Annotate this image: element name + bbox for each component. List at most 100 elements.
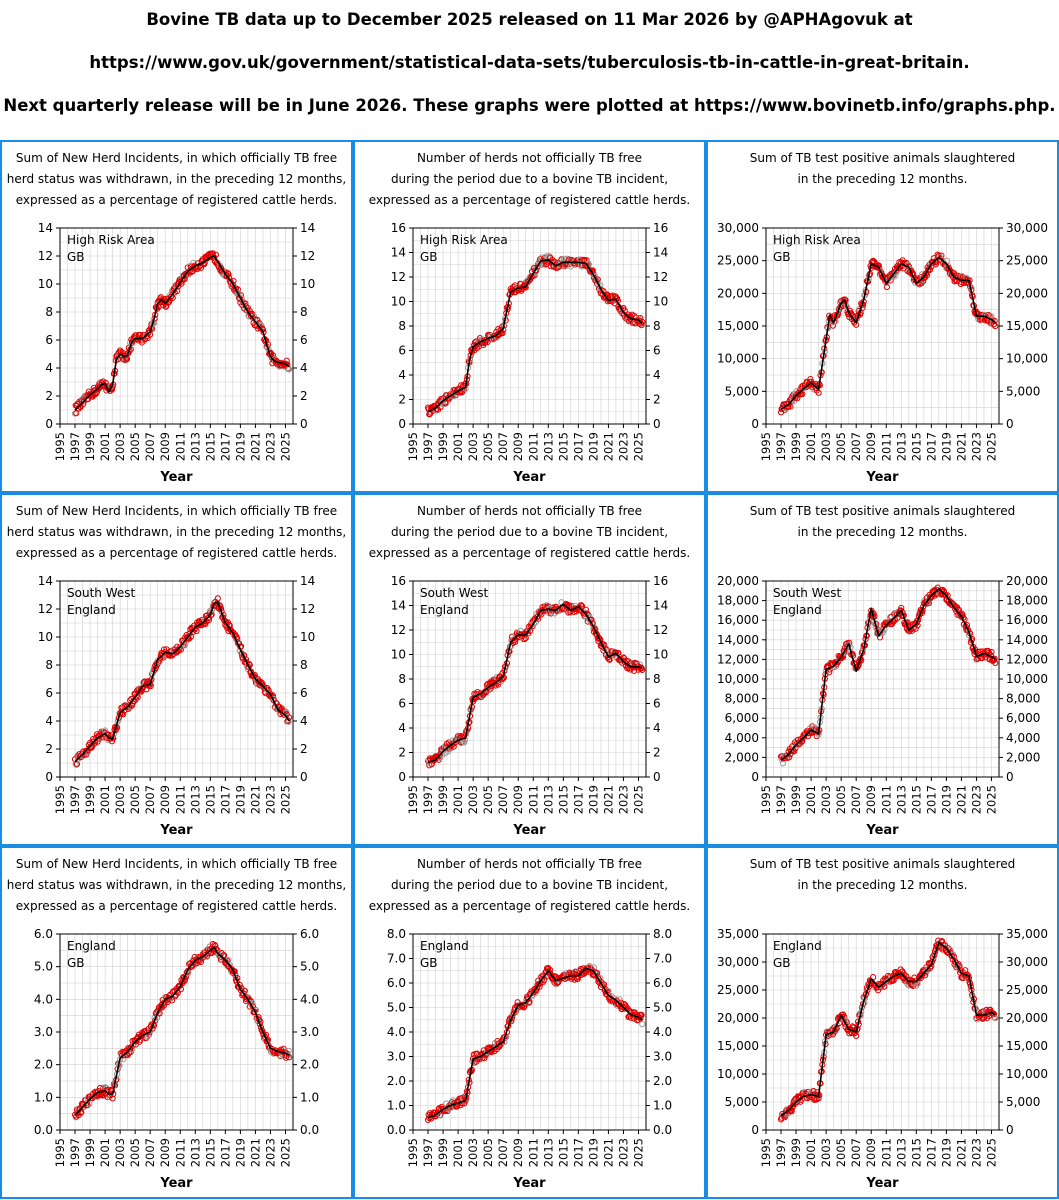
data-point	[637, 1015, 644, 1022]
region-label: South West	[67, 586, 135, 600]
x-tick-label: 2007	[849, 1138, 863, 1167]
y-tick-label-right: 0	[1006, 417, 1014, 431]
y-tick-label-right: 20,000	[1006, 574, 1048, 588]
y-tick-label-right: 2	[300, 742, 308, 756]
x-tick-label: 2011	[173, 785, 187, 814]
x-tick-label: 2005	[128, 432, 142, 461]
y-tick-label-left: 14	[38, 574, 53, 588]
x-tick-label: 2023	[616, 432, 630, 461]
data-point	[498, 1039, 506, 1046]
x-tick-label: 2021	[601, 432, 615, 461]
data-point	[109, 1095, 116, 1102]
x-tick-label: 1995	[53, 1138, 67, 1167]
data-point	[169, 997, 176, 1004]
data-point	[186, 630, 193, 637]
chart-title-line: during the period due to a bovine TB inc…	[391, 878, 668, 892]
x-tick-label: 2017	[924, 432, 938, 461]
data-point	[511, 638, 519, 646]
y-tick-label-left: 2.0	[387, 1074, 406, 1088]
y-tick-label-right: 10	[653, 295, 668, 309]
chart-title-line: Number of herds not officially TB free	[417, 151, 642, 165]
data-point	[86, 1100, 93, 1107]
y-tick-label-right: 14	[653, 246, 668, 260]
data-point	[579, 603, 586, 610]
x-tick-label: 2001	[804, 785, 818, 814]
y-tick-label-left: 0.0	[387, 1123, 406, 1137]
y-tick-label-left: 14	[391, 599, 406, 613]
x-tick-label: 2011	[879, 785, 893, 814]
y-tick-label-right: 8	[300, 305, 308, 319]
x-tick-label: 2013	[894, 785, 908, 814]
y-tick-label-right: 5,000	[1006, 1095, 1040, 1109]
y-tick-label-right: 1.0	[300, 1090, 319, 1104]
x-tick-label: 2005	[481, 432, 495, 461]
x-tick-label: 2015	[203, 1138, 217, 1167]
x-tick-label: 2009	[158, 432, 172, 461]
y-tick-label-right: 2	[653, 393, 661, 407]
x-tick-label: 2003	[113, 1138, 127, 1167]
x-tick-label: 2007	[143, 1138, 157, 1167]
y-tick-label-right: 8.0	[653, 927, 672, 941]
region-label: GB	[420, 250, 438, 264]
data-point	[886, 977, 893, 984]
data-point	[890, 977, 897, 984]
y-tick-label-right: 0.0	[300, 1123, 319, 1137]
x-tick-label: 1995	[759, 432, 773, 461]
y-tick-label-left: 8	[45, 305, 53, 319]
y-tick-label-left: 10	[391, 648, 406, 662]
region-label: High Risk Area	[420, 233, 508, 247]
y-tick-label-right: 12	[300, 602, 315, 616]
y-tick-label-right: 5.0	[653, 1001, 672, 1015]
y-tick-label-right: 25,000	[1006, 983, 1048, 997]
y-tick-label-left: 5,000	[725, 1095, 759, 1109]
gridlines	[765, 580, 1000, 778]
y-tick-label-right: 3.0	[300, 1025, 319, 1039]
chart-title-line: in the preceding 12 months.	[798, 878, 968, 892]
data-point	[461, 739, 468, 746]
y-tick-label-left: 4	[45, 361, 53, 375]
region-label: GB	[67, 250, 85, 264]
y-tick-label-right: 12,000	[1006, 652, 1048, 666]
y-tick-label-left: 10	[38, 277, 53, 291]
y-tick-label-right: 30,000	[1006, 221, 1048, 235]
y-tick-label-right: 4.0	[653, 1025, 672, 1039]
x-tick-label: 2017	[571, 432, 585, 461]
data-point	[444, 748, 452, 755]
x-tick-label: 1999	[436, 785, 450, 814]
x-tick-label: 2003	[819, 1138, 833, 1167]
data-point	[991, 655, 998, 662]
y-tick-label-left: 25,000	[717, 254, 759, 268]
y-tick-label-left: 8	[398, 672, 406, 686]
y-tick-label-left: 6	[398, 344, 406, 358]
x-tick-label: 2011	[526, 1138, 540, 1167]
y-tick-label-right: 14	[300, 574, 315, 588]
x-tick-label: 2019	[586, 432, 600, 461]
y-tick-label-right: 4.0	[300, 992, 319, 1006]
x-tick-label: 2005	[128, 1138, 142, 1167]
data-point	[592, 626, 599, 634]
y-tick-label-left: 14,000	[717, 633, 759, 647]
x-tick-label: 2005	[834, 785, 848, 814]
y-tick-label-left: 10	[391, 295, 406, 309]
header-line-3: Next quarterly release will be in June 2…	[3, 96, 1056, 115]
y-tick-label-left: 2.0	[34, 1058, 53, 1072]
y-tick-label-right: 25,000	[1006, 254, 1048, 268]
x-tick-label: 1997	[774, 432, 788, 461]
x-tick-label: 2009	[511, 432, 525, 461]
chart-title-line: Sum of TB test positive animals slaughte…	[750, 857, 1016, 871]
gridlines	[412, 933, 647, 1131]
chart-panel-incidents-3: Sum of New Herd Incidents, in which offi…	[0, 846, 353, 1199]
plot-frame	[59, 227, 294, 425]
y-tick-label-left: 3.0	[34, 1025, 53, 1039]
y-tick-label-right: 6	[653, 344, 661, 358]
x-tick-label: 1997	[68, 1138, 82, 1167]
y-tick-label-left: 12	[38, 602, 53, 616]
x-tick-label: 2003	[466, 1138, 480, 1167]
trend-line	[780, 941, 996, 1117]
x-tick-label: 1995	[759, 785, 773, 814]
chart-title-line: expressed as a percentage of registered …	[16, 899, 337, 913]
x-tick-label: 2021	[954, 1138, 968, 1167]
y-tick-label-right: 5.0	[300, 960, 319, 974]
gridlines	[59, 933, 294, 1131]
x-tick-label: 2015	[909, 785, 923, 814]
